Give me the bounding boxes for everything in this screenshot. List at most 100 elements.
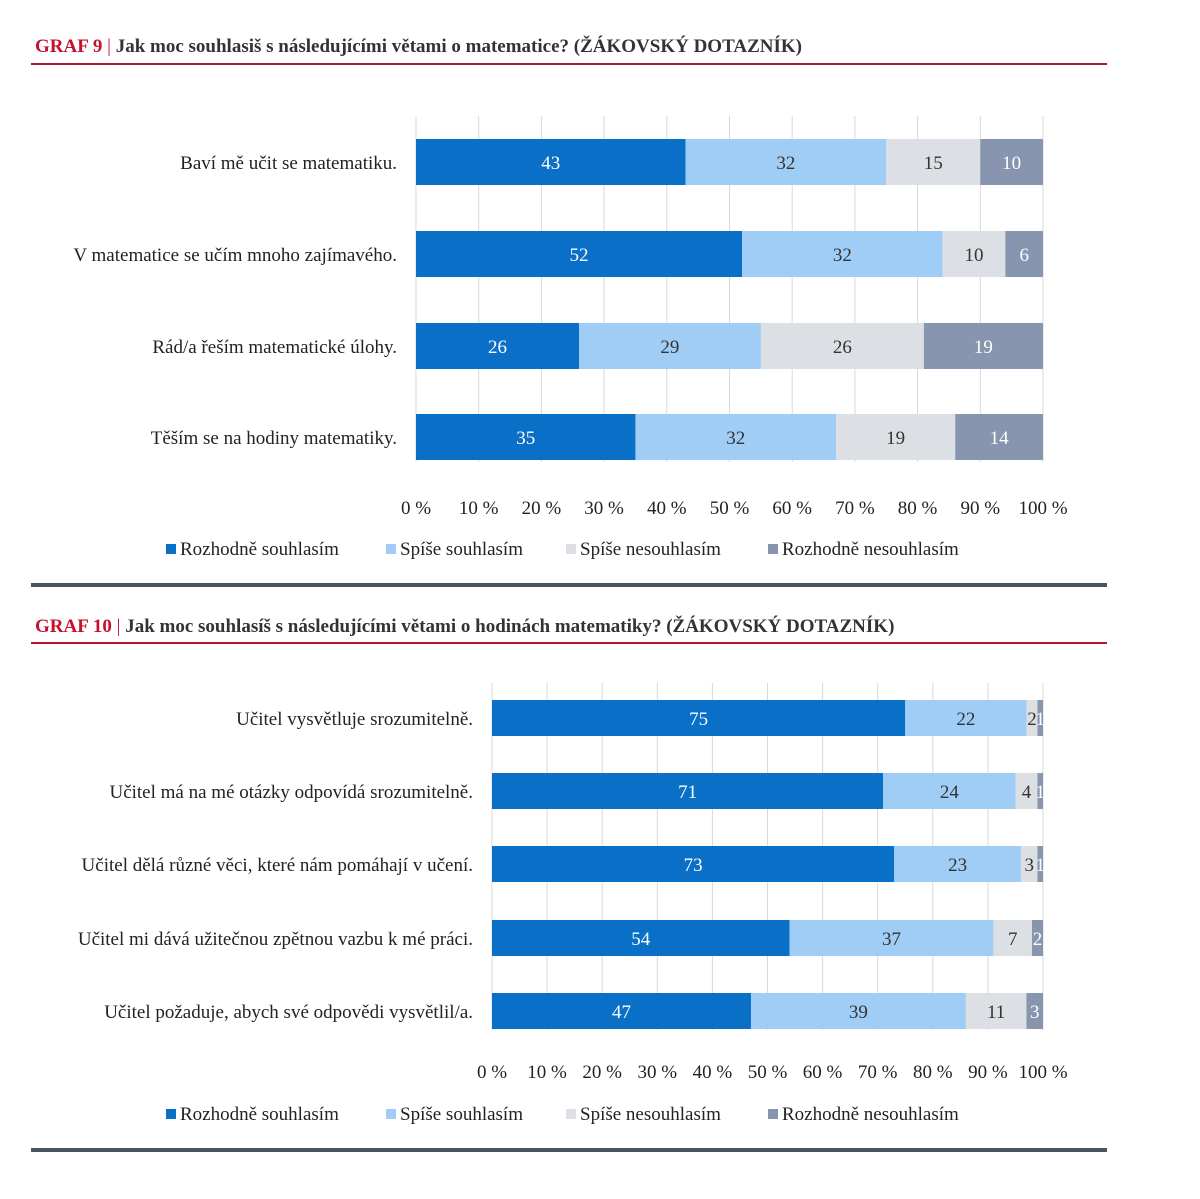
x-tick-label: 80 % [913, 1062, 953, 1083]
bar-segment [789, 920, 994, 956]
data-label: 11 [987, 1002, 1005, 1023]
section-divider [31, 583, 1107, 587]
data-label: 19 [886, 428, 905, 449]
x-tick-label: 30 % [638, 1062, 678, 1083]
data-label: 2 [1027, 709, 1037, 730]
data-label: 15 [924, 153, 943, 174]
bar-segment [836, 414, 956, 460]
bar-segment [416, 414, 636, 460]
x-tick-label: 100 % [1018, 498, 1067, 519]
data-label: 26 [833, 337, 852, 358]
bar-segment [416, 323, 580, 369]
x-tick-label: 0 % [477, 1062, 507, 1083]
legend-swatch [166, 1109, 176, 1119]
bar-segment [980, 139, 1043, 185]
category-label: Rád/a řeším matematické úlohy. [152, 337, 397, 358]
legend-label: Rozhodně nesouhlasím [782, 1104, 959, 1125]
bar-segment [742, 231, 943, 277]
x-tick-label: 60 % [772, 498, 812, 519]
data-label: 1 [1035, 709, 1045, 730]
data-label: 10 [1002, 153, 1021, 174]
data-label: 19 [974, 337, 993, 358]
data-label: 35 [516, 428, 535, 449]
bar-segment [492, 700, 906, 736]
bar-segment [1037, 700, 1043, 736]
legend-label: Spíše souhlasím [400, 539, 523, 560]
x-tick-label: 70 % [835, 498, 875, 519]
title-rule [31, 63, 1107, 65]
x-tick-label: 10 % [459, 498, 499, 519]
data-label: 3 [1024, 855, 1034, 876]
data-label: 29 [660, 337, 679, 358]
bar-segment [492, 993, 751, 1029]
section-divider [31, 1148, 1107, 1152]
legend-swatch [566, 544, 576, 554]
category-label: Baví mě učit se matematiku. [180, 153, 397, 174]
category-label: Učitel mi dává užitečnou zpětnou vazbu k… [78, 929, 473, 950]
chart-question: Jak moc souhlasiš s následujícími větami… [115, 36, 802, 57]
legend-label: Spíše nesouhlasím [580, 1104, 721, 1125]
bar-segment [1031, 920, 1043, 956]
x-tick-label: 60 % [803, 1062, 843, 1083]
x-tick-label: 20 % [582, 1062, 622, 1083]
bar-segment [635, 414, 837, 460]
data-label: 10 [965, 245, 984, 266]
data-label: 75 [689, 709, 708, 730]
data-label: 1 [1035, 855, 1045, 876]
legend-swatch [386, 1109, 396, 1119]
data-label: 6 [1019, 245, 1029, 266]
bar-segment [492, 773, 884, 809]
data-label: 43 [541, 153, 560, 174]
data-label: 7 [1008, 929, 1018, 950]
x-tick-label: 80 % [898, 498, 938, 519]
legend-label: Rozhodně nesouhlasím [782, 539, 959, 560]
data-label: 26 [488, 337, 507, 358]
bar-segment [923, 323, 1043, 369]
x-tick-label: 90 % [968, 1062, 1008, 1083]
x-tick-label: 70 % [858, 1062, 898, 1083]
chart-plot: Baví mě učit se matematiku. 43 32 15 10 V mat… [73, 116, 1068, 560]
bar-segment [965, 993, 1027, 1029]
bar-segment [492, 846, 895, 882]
title-separator: | [107, 36, 111, 57]
title-rule [31, 642, 1107, 644]
bar-segment [1015, 773, 1038, 809]
data-label: 37 [882, 929, 901, 950]
data-label: 4 [1022, 782, 1032, 803]
bar-segment [883, 773, 1016, 809]
bar-segment [955, 414, 1043, 460]
x-tick-label: 20 % [522, 498, 562, 519]
data-label: 1 [1035, 782, 1045, 803]
title-separator: | [116, 616, 121, 637]
bar-segment [579, 323, 761, 369]
data-label: 73 [684, 855, 703, 876]
legend-swatch [768, 1109, 778, 1119]
data-label: 23 [948, 855, 967, 876]
category-label: V matematice se učím mnoho zajímavého. [73, 245, 397, 266]
x-tick-label: 90 % [961, 498, 1001, 519]
chart-number: GRAF 9 [35, 36, 103, 57]
bar-segment [894, 846, 1021, 882]
chart-title: GRAF 10 | Jak moc souhlasíš s následujíc… [35, 616, 894, 638]
x-tick-label: 30 % [584, 498, 624, 519]
chart-question: Jak moc souhlasíš s následujícími větami… [125, 616, 895, 637]
category-label: Učitel vysvětluje srozumitelně. [236, 709, 473, 730]
bar-segment [492, 920, 790, 956]
x-tick-label: 0 % [401, 498, 431, 519]
chart-number: GRAF 10 [35, 616, 112, 637]
data-label: 54 [631, 929, 651, 950]
x-tick-label: 50 % [710, 498, 750, 519]
category-label: Učitel dělá různé věci, které nám pomáha… [82, 855, 473, 876]
bar-segment [993, 920, 1032, 956]
bar-segment [416, 231, 743, 277]
legend-swatch [768, 544, 778, 554]
category-label: Učitel požaduje, abych své odpovědi vysv… [104, 1002, 473, 1023]
legend-label: Spíše souhlasím [400, 1104, 523, 1125]
bar-segment [1026, 993, 1043, 1029]
data-label: 52 [570, 245, 589, 266]
legend-label: Spíše nesouhlasím [580, 539, 721, 560]
x-tick-label: 100 % [1018, 1062, 1067, 1083]
bar-segment [942, 231, 1006, 277]
